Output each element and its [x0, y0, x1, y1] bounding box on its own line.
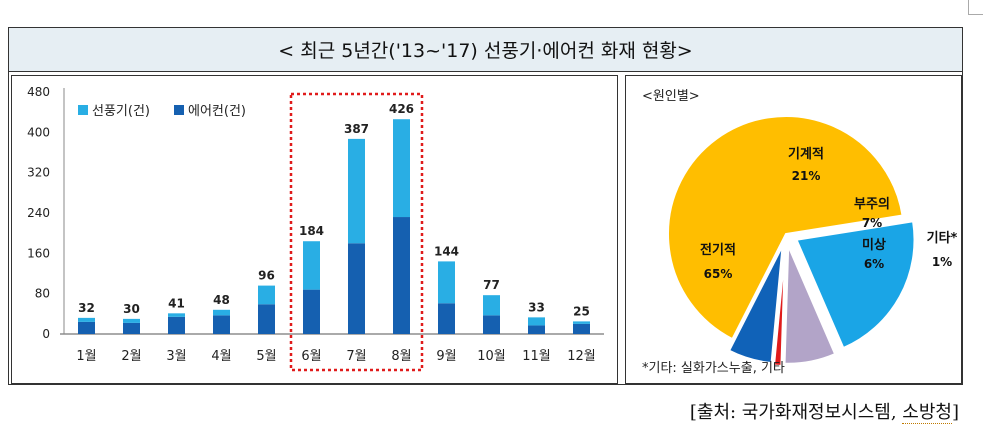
x-tick-label: 7월: [346, 349, 366, 364]
bar-total-label: 25: [573, 304, 590, 318]
x-tick-label: 10월: [477, 349, 506, 364]
bar-fan-11: [528, 317, 545, 326]
y-tick-label: 240: [27, 206, 50, 220]
pie-label: 부주의: [854, 196, 890, 212]
cause-pie-chart: <원인별> 기계적 21% 부주의 7% 기타* 1% 미상 6% 전기적 65% *기타: 실화가스…: [642, 89, 958, 376]
pie-slice-5: [667, 115, 904, 341]
bar-fan-10: [483, 295, 500, 316]
bar-fan-3: [168, 313, 185, 317]
pie-label: 기타*: [927, 230, 958, 246]
pie-label: 전기적: [700, 242, 736, 258]
infographic-frame: < 최근 5년간('13~'17) 선풍기·에어컨 화재 현황> 0 80 160 2…: [8, 27, 963, 385]
legend-fan-label: 선풍기(건): [92, 104, 150, 119]
pie-slice-4: [727, 245, 784, 365]
bar-aircon-8: [393, 217, 410, 334]
bar-aircon-1: [78, 321, 95, 334]
y-tick-label: 320: [27, 166, 50, 180]
pie-title: <원인별>: [642, 89, 700, 104]
y-tick-label: 0: [42, 327, 50, 341]
monthly-bar-chart: 0 80 160 240 320 400 480 32 1월 30 2월 41 3월 48 4월 96 5월 18…: [27, 85, 604, 372]
source-citation: [출처: 국가화재정보시스템, 소방청]: [690, 398, 959, 424]
y-tick-label: 480: [27, 85, 50, 99]
pie-slice-3: [772, 247, 787, 367]
bar-fan-6: [303, 241, 320, 290]
bar-total-label: 48: [213, 293, 230, 307]
page-title: < 최근 5년간('13~'17) 선풍기·에어컨 화재 현황>: [9, 28, 962, 72]
monthly-bar-chart-panel: 0 80 160 240 320 400 480 32 1월 30 2월 41 3월 48 4월 96 5월 18…: [11, 75, 618, 384]
bar-aircon-2: [123, 322, 140, 334]
pie-percent: 7%: [862, 216, 882, 230]
bar-total-label: 41: [168, 296, 185, 310]
bar-aircon-5: [258, 304, 275, 334]
y-tick-label: 80: [35, 287, 50, 301]
x-tick-label: 6월: [301, 349, 321, 364]
bar-aircon-4: [213, 315, 230, 334]
source-agency: 소방청: [902, 402, 952, 424]
x-tick-label: 1월: [76, 349, 96, 364]
bar-total-label: 426: [389, 102, 414, 116]
x-tick-label: 3월: [166, 349, 186, 364]
legend-aircon-swatch: [174, 105, 184, 115]
pie-slice-1: [795, 220, 916, 350]
pie-percent: 65%: [704, 267, 733, 281]
bar-fan-1: [78, 317, 95, 322]
bar-fan-12: [573, 321, 590, 324]
bar-total-label: 32: [78, 301, 95, 315]
bar-aircon-6: [303, 289, 320, 334]
bar-total-label: 30: [123, 302, 140, 316]
pie-slice-2: [783, 245, 837, 365]
bar-fan-2: [123, 318, 140, 323]
y-tick-label: 160: [27, 246, 50, 260]
bar-total-label: 184: [299, 224, 324, 238]
bar-total-label: 77: [483, 278, 500, 292]
x-tick-label: 8월: [391, 349, 411, 364]
bar-fan-4: [213, 309, 230, 316]
bar-fan-9: [438, 261, 455, 304]
bar-aircon-11: [528, 325, 545, 334]
source-suffix: ]: [951, 402, 959, 423]
bar-total-label: 33: [528, 300, 545, 314]
legend-fan-swatch: [78, 105, 88, 115]
pie-label: 기계적: [788, 146, 824, 162]
x-tick-label: 9월: [436, 349, 456, 364]
bar-aircon-12: [573, 323, 590, 334]
pie-label: 미상: [862, 237, 886, 253]
y-tick-label: 400: [27, 125, 50, 139]
page-corner-mark: [968, 0, 983, 15]
bar-aircon-9: [438, 303, 455, 334]
bar-fan-8: [393, 119, 410, 218]
pie-percent: 1%: [932, 255, 952, 269]
bar-fan-5: [258, 285, 275, 305]
title-text: < 최근 5년간('13~'17) 선풍기·에어컨 화재 현황>: [278, 40, 693, 62]
legend-aircon-label: 에어컨(건): [188, 104, 246, 119]
x-tick-label: 11월: [522, 349, 551, 364]
bar-aircon-7: [348, 243, 365, 334]
source-prefix: [출처: 국가화재정보시스템,: [689, 402, 903, 423]
cause-pie-chart-panel: <원인별> 기계적 21% 부주의 7% 기타* 1% 미상 6% 전기적 65% *기타: 실화가스…: [625, 75, 962, 384]
bar-total-label: 387: [344, 122, 369, 136]
bar-fan-7: [348, 138, 365, 244]
bar-total-label: 96: [258, 269, 275, 283]
bar-aircon-3: [168, 316, 185, 334]
bar-aircon-10: [483, 315, 500, 334]
pie-footnote: *기타: 실화가스누출, 기타: [642, 361, 785, 376]
pie-percent: 21%: [792, 169, 821, 183]
x-tick-label: 2월: [121, 349, 141, 364]
pie-percent: 6%: [864, 257, 884, 271]
x-tick-label: 5월: [256, 349, 276, 364]
x-tick-label: 4월: [211, 349, 231, 364]
x-tick-label: 12월: [567, 349, 596, 364]
bar-total-label: 144: [434, 244, 459, 258]
